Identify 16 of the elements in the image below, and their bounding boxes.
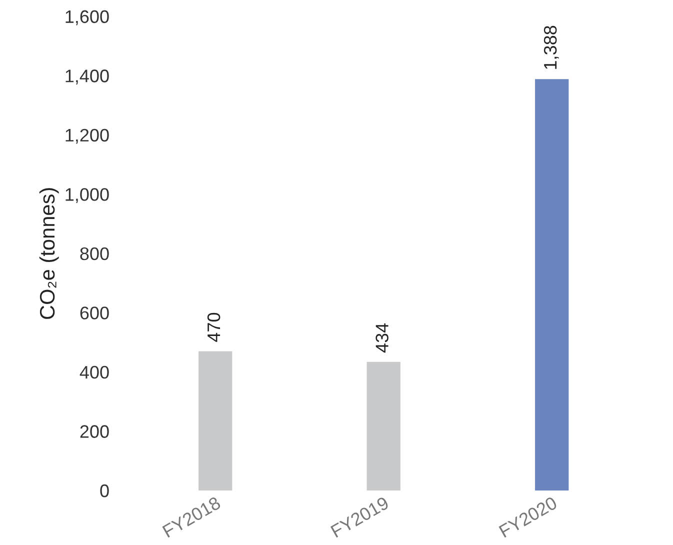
y-tick-label: 200 <box>80 425 109 438</box>
data-label: 470 <box>207 312 220 342</box>
y-tick-label: 1,200 <box>66 128 109 144</box>
y-axis-title: CO₂e (tonnes) <box>39 188 59 319</box>
y-tick-label: 600 <box>80 306 109 320</box>
y-tick-label: 0 <box>100 484 109 498</box>
y-tick-label: 1,600 <box>66 10 109 26</box>
bar <box>198 351 232 490</box>
y-tick-label: 1,400 <box>66 70 109 84</box>
y-tick-label: 400 <box>80 366 109 379</box>
y-tick-label: 1,000 <box>66 188 109 204</box>
bar <box>366 362 400 490</box>
data-label: 434 <box>376 323 388 353</box>
data-label: 1,388 <box>544 26 559 69</box>
bar <box>535 79 569 490</box>
y-tick-label: 800 <box>80 247 109 260</box>
